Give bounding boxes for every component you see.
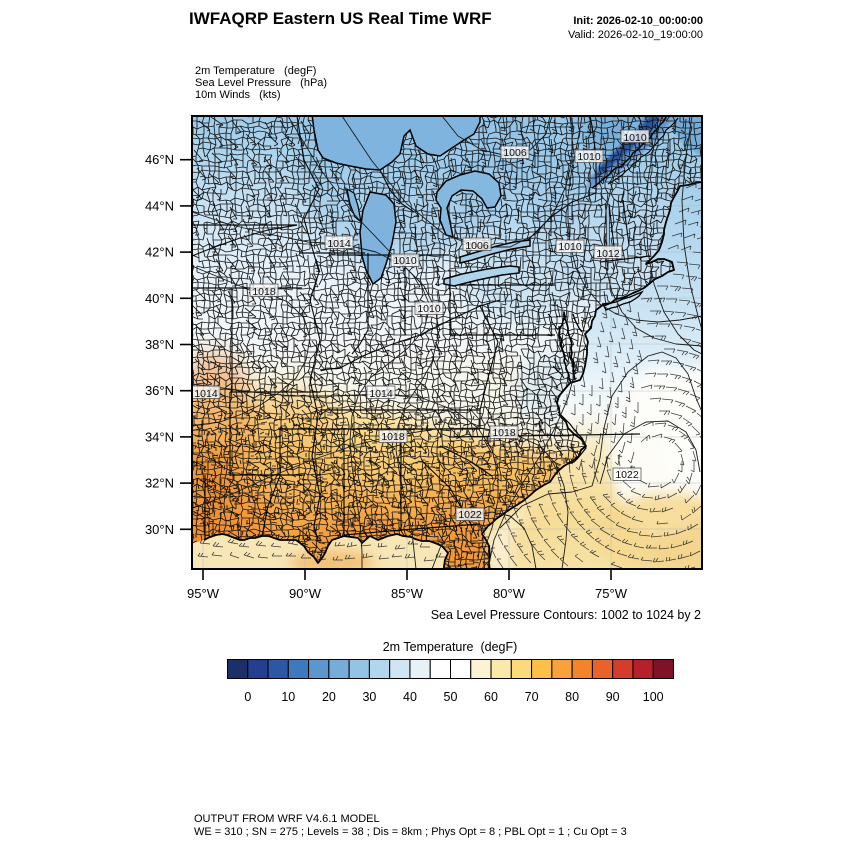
svg-text:34°N: 34°N	[145, 429, 174, 444]
svg-text:50: 50	[444, 690, 458, 704]
svg-text:2m Temperature (degF): 2m Temperature (degF)	[383, 640, 518, 654]
svg-text:90°W: 90°W	[289, 586, 322, 601]
svg-text:85°W: 85°W	[391, 586, 424, 601]
svg-text:90: 90	[606, 690, 620, 704]
svg-text:1010: 1010	[558, 241, 582, 253]
svg-text:1014: 1014	[327, 238, 351, 250]
svg-text:1018: 1018	[252, 286, 276, 298]
svg-text:20: 20	[322, 690, 336, 704]
svg-text:30: 30	[362, 690, 376, 704]
svg-text:10: 10	[281, 690, 295, 704]
svg-text:1010: 1010	[623, 132, 647, 144]
svg-text:100: 100	[643, 690, 664, 704]
svg-text:46°N: 46°N	[145, 152, 174, 167]
svg-text:1018: 1018	[381, 431, 405, 443]
svg-text:42°N: 42°N	[145, 245, 174, 260]
svg-text:40°N: 40°N	[145, 291, 174, 306]
svg-text:1006: 1006	[503, 147, 527, 159]
svg-text:36°N: 36°N	[145, 383, 174, 398]
svg-text:80: 80	[565, 690, 579, 704]
svg-text:1012: 1012	[596, 248, 620, 260]
svg-text:80°W: 80°W	[493, 586, 526, 601]
svg-text:30°N: 30°N	[145, 522, 174, 537]
svg-text:75°W: 75°W	[595, 586, 628, 601]
svg-text:95°W: 95°W	[187, 586, 220, 601]
svg-text:1006: 1006	[465, 240, 489, 252]
svg-text:1022: 1022	[615, 469, 639, 481]
svg-text:40: 40	[403, 690, 417, 704]
svg-text:44°N: 44°N	[145, 198, 174, 213]
svg-text:1014: 1014	[369, 388, 393, 400]
svg-text:38°N: 38°N	[145, 337, 174, 352]
svg-text:0: 0	[244, 690, 251, 704]
svg-text:1014: 1014	[194, 388, 218, 400]
svg-text:1010: 1010	[393, 255, 417, 267]
svg-text:1010: 1010	[577, 151, 601, 163]
svg-text:32°N: 32°N	[145, 476, 174, 491]
svg-text:1010: 1010	[417, 303, 441, 315]
svg-text:60: 60	[484, 690, 498, 704]
svg-text:70: 70	[525, 690, 539, 704]
svg-text:1018: 1018	[492, 427, 516, 439]
svg-text:1022: 1022	[458, 509, 482, 521]
